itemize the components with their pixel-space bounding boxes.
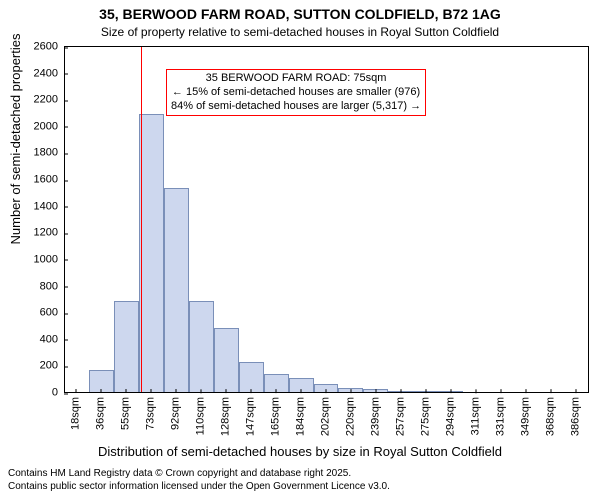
y-tick: 2200 — [8, 95, 64, 106]
histogram-bar — [164, 188, 189, 393]
footer-line-2: Contains public sector information licen… — [8, 481, 390, 492]
y-tick: 2000 — [8, 121, 64, 132]
x-tick: 275sqm — [420, 393, 431, 436]
x-tick: 257sqm — [395, 393, 406, 436]
annotation-box: 35 BERWOOD FARM ROAD: 75sqm← 15% of semi… — [166, 69, 426, 116]
x-tick: 239sqm — [370, 393, 381, 436]
x-tick: 36sqm — [96, 393, 107, 430]
histogram-bar — [189, 301, 214, 393]
x-tick: 368sqm — [545, 393, 556, 436]
x-tick: 311sqm — [470, 393, 481, 435]
y-tick: 1800 — [8, 148, 64, 159]
histogram-bar — [139, 114, 164, 393]
histogram-bar — [413, 391, 438, 393]
chart-container: 35, BERWOOD FARM ROAD, SUTTON COLDFIELD,… — [0, 0, 600, 500]
x-tick: 220sqm — [345, 393, 356, 436]
y-tick: 1400 — [8, 201, 64, 212]
y-tick: 1200 — [8, 228, 64, 239]
y-tick: 400 — [8, 334, 64, 345]
x-tick: 165sqm — [271, 393, 282, 436]
x-tick: 184sqm — [296, 393, 307, 436]
x-tick: 331sqm — [495, 393, 506, 436]
histogram-bar — [114, 301, 139, 393]
chart-title: 35, BERWOOD FARM ROAD, SUTTON COLDFIELD,… — [0, 6, 600, 22]
y-tick: 200 — [8, 361, 64, 372]
y-tick: 0 — [8, 388, 64, 399]
y-tick: 800 — [8, 281, 64, 292]
x-tick: 73sqm — [146, 393, 157, 430]
reference-line — [141, 47, 142, 393]
histogram-bar — [388, 391, 413, 393]
x-tick: 349sqm — [520, 393, 531, 436]
x-tick: 386sqm — [570, 393, 581, 436]
y-tick: 2400 — [8, 68, 64, 79]
y-tick: 2600 — [8, 42, 64, 53]
y-tick: 600 — [8, 308, 64, 319]
y-tick: 1600 — [8, 175, 64, 186]
x-tick: 110sqm — [196, 393, 207, 435]
x-tick: 55sqm — [121, 393, 132, 430]
footer-line-1: Contains HM Land Registry data © Crown c… — [8, 468, 351, 479]
annotation-line: 84% of semi-detached houses are larger (… — [171, 100, 421, 114]
annotation-line: 35 BERWOOD FARM ROAD: 75sqm — [171, 72, 421, 86]
chart-subtitle: Size of property relative to semi-detach… — [0, 25, 600, 39]
histogram-bar — [438, 391, 463, 393]
x-tick: 294sqm — [445, 393, 456, 436]
x-tick: 18sqm — [71, 393, 82, 430]
x-tick: 147sqm — [246, 393, 257, 436]
x-tick: 202sqm — [321, 393, 332, 436]
annotation-line: ← 15% of semi-detached houses are smalle… — [171, 86, 421, 100]
histogram-bar — [214, 328, 239, 393]
plot-area: 0200400600800100012001400160018002000220… — [64, 46, 589, 393]
x-axis-label: Distribution of semi-detached houses by … — [0, 444, 600, 459]
x-tick: 92sqm — [171, 393, 182, 430]
x-tick: 128sqm — [221, 393, 232, 436]
y-tick: 1000 — [8, 254, 64, 265]
